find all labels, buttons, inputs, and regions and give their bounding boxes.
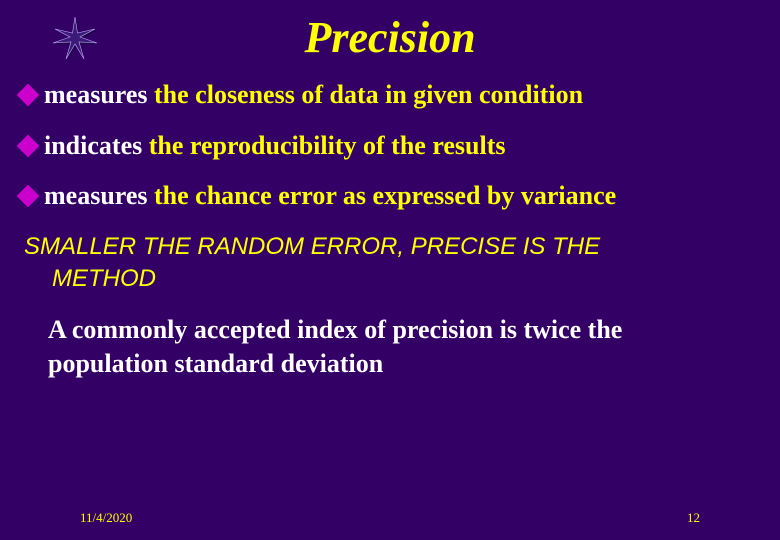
bullet-keyword: measures (44, 80, 148, 109)
bullet-item: measures the chance error as expressed b… (20, 180, 760, 213)
caps-line-1: SMALLER THE RANDOM ERROR, PRECISE IS THE (24, 233, 600, 260)
slide: Precision measures the closeness of data… (0, 0, 780, 540)
bullet-item: measures the closeness of data in given … (20, 79, 760, 112)
slide-content: measures the closeness of data in given … (0, 71, 780, 381)
footer-date: 11/4/2020 (80, 510, 132, 526)
slide-title: Precision (110, 12, 780, 63)
bullet-text: indicates the reproducibility of the res… (44, 130, 506, 163)
bullet-rest: the chance error as expressed by varianc… (148, 181, 617, 210)
diamond-bullet-icon (17, 84, 40, 107)
bullet-rest: the reproducibility of the results (142, 131, 505, 160)
title-row: Precision (0, 0, 780, 71)
caps-line-2: METHOD (24, 263, 760, 295)
bullet-keyword: indicates (44, 131, 142, 160)
slide-footer: 11/4/2020 12 (0, 510, 780, 526)
diamond-bullet-icon (17, 185, 40, 208)
bullet-text: measures the closeness of data in given … (44, 79, 583, 112)
starburst-icon (50, 13, 100, 63)
bullet-item: indicates the reproducibility of the res… (20, 130, 760, 163)
caps-statement: SMALLER THE RANDOM ERROR, PRECISE IS THE… (20, 231, 760, 296)
bullet-keyword: measures (44, 181, 148, 210)
footer-page-number: 12 (687, 510, 700, 526)
bullet-rest: the closeness of data in given condition (148, 80, 584, 109)
final-statement: A commonly accepted index of precision i… (20, 313, 760, 381)
bullet-text: measures the chance error as expressed b… (44, 180, 616, 213)
diamond-bullet-icon (17, 134, 40, 157)
